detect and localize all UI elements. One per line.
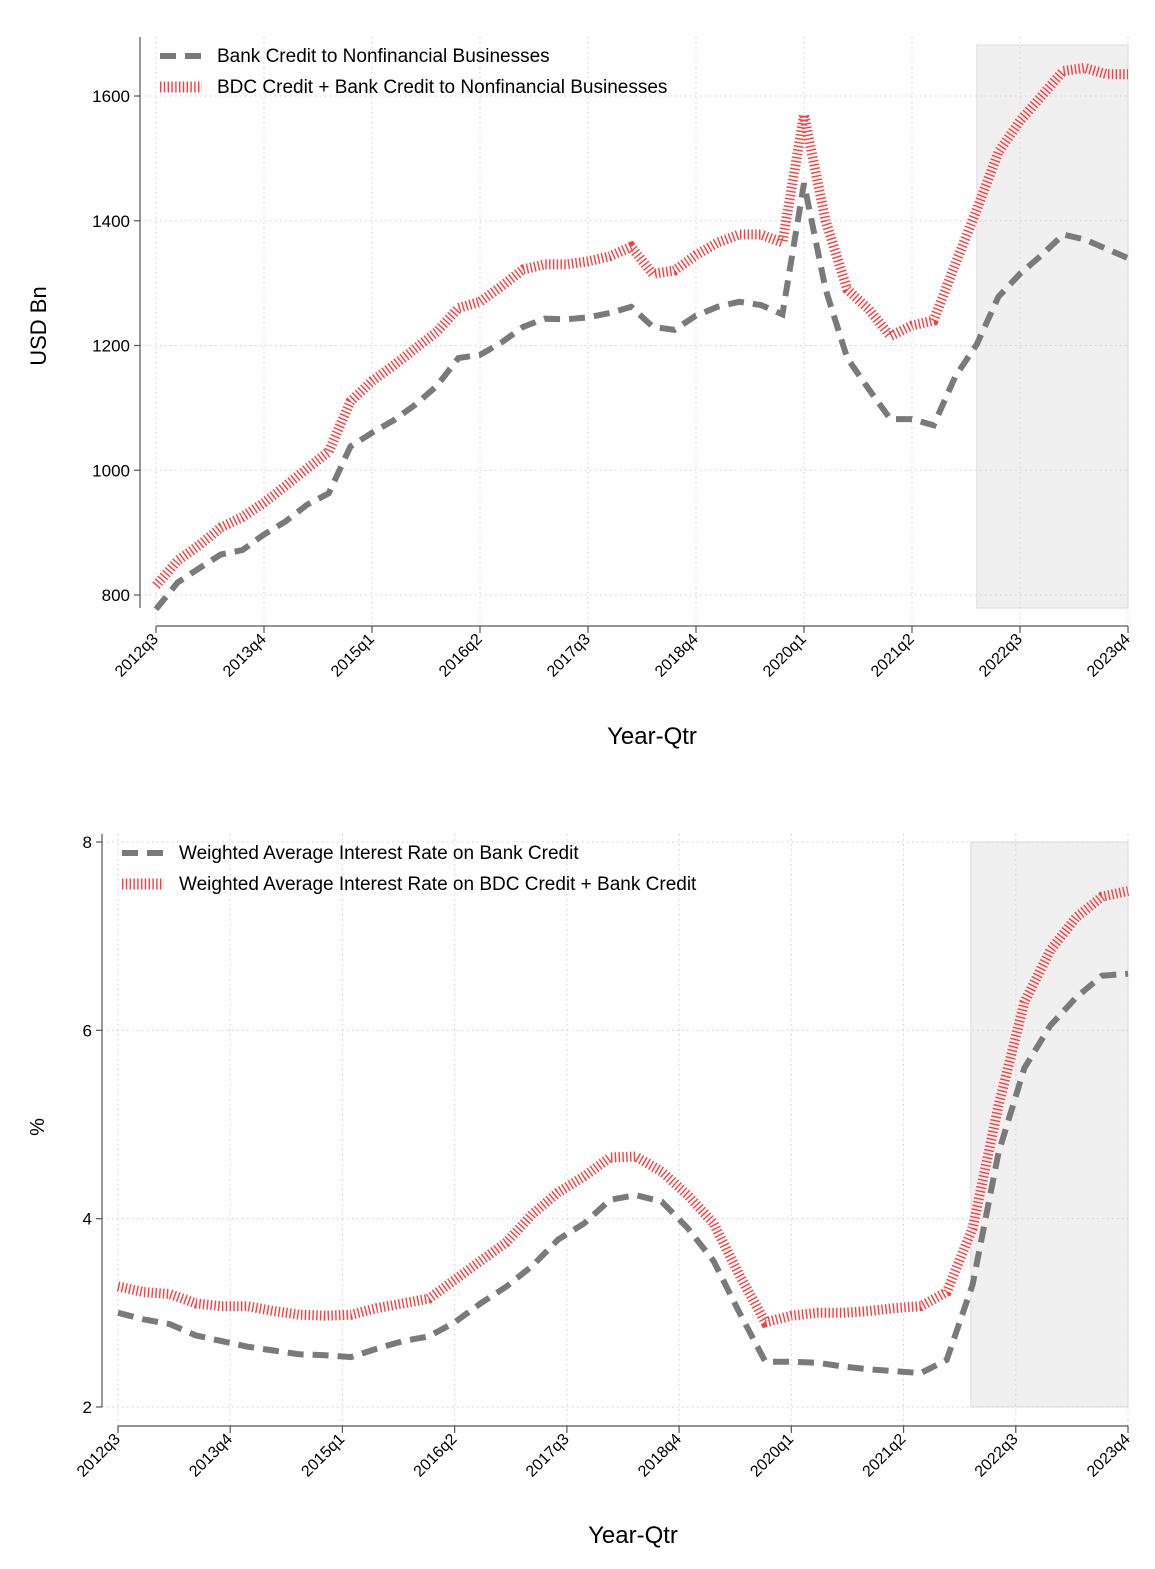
top-chart: 800 1000 1200 1400 1600 2012q3 2013q4 2015q1 201… [26,37,1134,750]
x-tick-label: 2012q3 [74,1431,124,1481]
series-line-bank-credit [117,970,1129,1377]
x-tick-label: 2013q4 [186,1431,236,1481]
x-tick-label: 2017q3 [544,631,594,681]
legend-label: BDC Credit + Bank Credit to Nonfinancial… [217,77,667,98]
x-tick-label: 2020q1 [747,1431,797,1481]
x-tick-label: 2015q1 [328,631,378,681]
y-axis-title: USD Bn [26,286,51,365]
y-axis-title: % [27,1118,49,1136]
shaded-region [976,44,1129,609]
x-tick-label: 2020q1 [760,631,810,681]
legend-label: Weighted Average Interest Rate on BDC Cr… [179,874,697,895]
x-tick-label: 2023q4 [1084,631,1134,681]
x-tick-label: 2013q4 [220,631,270,681]
x-tick-label: 2021q2 [868,631,918,681]
x-axis-title: Year-Qtr [588,1522,678,1549]
x-tick-label: 2022q3 [972,1431,1022,1481]
x-tick-label: 2023q4 [1084,1431,1134,1481]
series-line-bdc-plus-bank [152,62,1128,589]
y-tick-label: 2 [83,1398,92,1417]
x-tick-label: 2016q2 [411,1431,461,1481]
y-tick-label: 1600 [92,87,130,106]
y-tick-label: 1400 [92,212,130,231]
x-tick-label: 2012q3 [112,631,162,681]
series-line-bdc-plus-bank [116,886,1130,1329]
y-tick-label: 1200 [92,337,130,356]
y-tick-label: 6 [83,1021,92,1040]
y-tick-label: 1000 [92,461,130,480]
legend-label: Bank Credit to Nonfinancial Businesses [217,46,550,67]
x-tick-label: 2018q4 [652,631,702,681]
y-tick-label: 800 [102,586,130,605]
x-axis-title: Year-Qtr [607,723,697,750]
y-tick-label: 4 [83,1210,92,1229]
x-tick-label: 2022q3 [976,631,1026,681]
series-line-bank-credit [153,182,1130,612]
x-tick-label: 2016q2 [436,631,486,681]
legend-label: Weighted Average Interest Rate on Bank C… [179,843,579,864]
x-tick-label: 2015q1 [298,1431,348,1481]
bottom-chart: 2 4 6 8 2012q3 2013q4 2015q1 2016q2 2017q3 2018q4… [27,833,1134,1549]
x-tick-label: 2018q4 [635,1431,685,1481]
y-tick-label: 8 [83,833,92,852]
x-tick-label: 2021q2 [860,1431,910,1481]
x-tick-label: 2017q3 [523,1431,573,1481]
